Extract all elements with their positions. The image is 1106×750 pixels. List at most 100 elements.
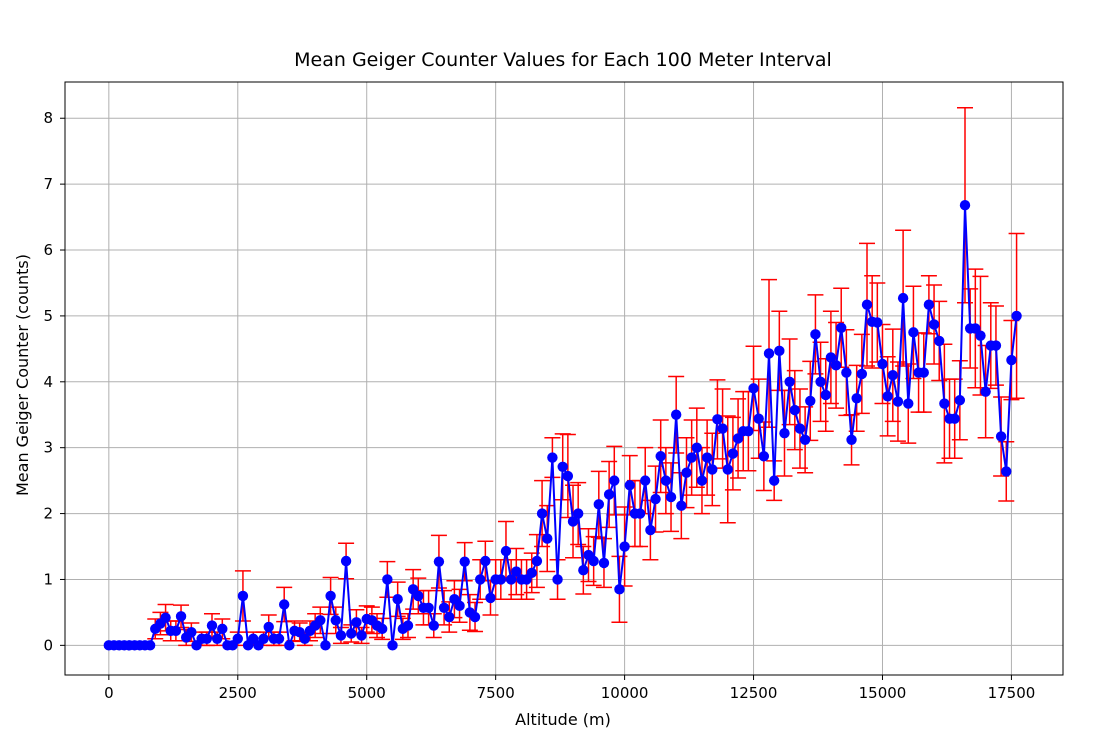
data-point (980, 386, 991, 397)
data-point (284, 640, 295, 651)
y-tick-label: 6 (43, 241, 53, 259)
x-tick-label: 5000 (348, 684, 386, 702)
series-line-segment (876, 321, 884, 366)
data-point (1006, 354, 1017, 366)
series-line-segment (623, 484, 631, 548)
series-line-segment (907, 331, 915, 405)
series-line-segment (437, 560, 446, 609)
series-line-segment (1010, 314, 1018, 362)
data-point (908, 327, 919, 338)
series-line-segment (850, 397, 858, 441)
series-line-segment (278, 603, 286, 640)
data-point (836, 322, 847, 333)
series-line-segment (432, 560, 440, 627)
series-line-segment (938, 339, 946, 405)
data-point (841, 367, 852, 378)
series-line-segment (546, 456, 554, 540)
series-line-segment (711, 418, 719, 471)
data-point (892, 396, 904, 407)
x-tick-label: 10000 (601, 684, 649, 702)
y-tick-label: 4 (43, 373, 53, 391)
data-point (175, 611, 187, 622)
data-point (748, 383, 759, 394)
y-tick-label: 3 (43, 439, 53, 457)
data-point (1011, 310, 1022, 322)
data-point (645, 524, 656, 536)
series-line-segment (824, 356, 832, 396)
data-point (810, 329, 821, 340)
data-point (413, 590, 424, 602)
series-line-segment (556, 465, 564, 581)
x-tick-label: 2500 (219, 684, 257, 702)
data-point (686, 452, 697, 463)
data-point (480, 555, 491, 567)
data-point (258, 633, 269, 644)
data-point (603, 489, 615, 500)
series-line-segment (613, 479, 621, 591)
data-point (707, 464, 718, 475)
data-point (990, 340, 1002, 351)
data-point (655, 451, 666, 462)
data-point (722, 464, 733, 475)
data-point (330, 615, 341, 626)
series-line-segment (675, 413, 683, 507)
data-point (444, 611, 455, 623)
data-point (387, 640, 398, 651)
series-line-segment (778, 349, 786, 435)
data-point (872, 317, 883, 328)
data-point (934, 335, 945, 347)
series-line-segment (845, 371, 853, 441)
data-point (903, 398, 914, 409)
data-point (485, 592, 496, 604)
series-line-segment (241, 594, 250, 647)
data-point (474, 574, 486, 585)
data-point (428, 620, 439, 631)
data-point (846, 434, 857, 445)
data-point (789, 404, 801, 416)
data-point (799, 434, 811, 445)
series-line-segment (979, 334, 987, 393)
data-point (954, 395, 966, 406)
data-point (459, 556, 470, 567)
data-point (273, 633, 285, 644)
data-point (572, 508, 584, 519)
data-point (727, 448, 739, 459)
data-point (278, 599, 290, 610)
data-point (959, 200, 971, 211)
data-point (830, 360, 842, 371)
data-point (263, 621, 274, 633)
series-line-segment (804, 399, 812, 441)
data-point (531, 555, 543, 567)
y-tick-label: 1 (43, 570, 53, 588)
data-point (536, 508, 548, 519)
data-point (815, 376, 826, 387)
data-point (681, 467, 692, 478)
data-point (438, 602, 450, 613)
data-point (851, 393, 862, 404)
series-line-segment (458, 560, 466, 607)
data-point (717, 423, 728, 434)
data-point (325, 590, 336, 602)
series-line-segment (236, 594, 244, 640)
series-line-segment (386, 578, 394, 647)
data-point (392, 594, 403, 605)
series-line-segment (602, 493, 611, 564)
series-line-segment (618, 545, 626, 591)
data-point (217, 623, 228, 635)
x-tick-label: 17500 (988, 684, 1036, 702)
series-line-segment (773, 349, 781, 482)
plot-frame (64, 81, 1064, 676)
series-line-segment (345, 560, 353, 635)
series-line-segment (592, 503, 600, 563)
x-tick-label: 15000 (859, 684, 907, 702)
data-point (732, 433, 744, 444)
data-point (382, 574, 393, 585)
series-line-segment (463, 560, 471, 614)
series-line-segment (881, 363, 889, 398)
data-point (670, 409, 682, 420)
series-line-segment (597, 503, 605, 564)
y-axis-label: Mean Geiger Counter (counts) (13, 254, 32, 496)
data-point (918, 367, 929, 378)
data-point (454, 600, 465, 612)
